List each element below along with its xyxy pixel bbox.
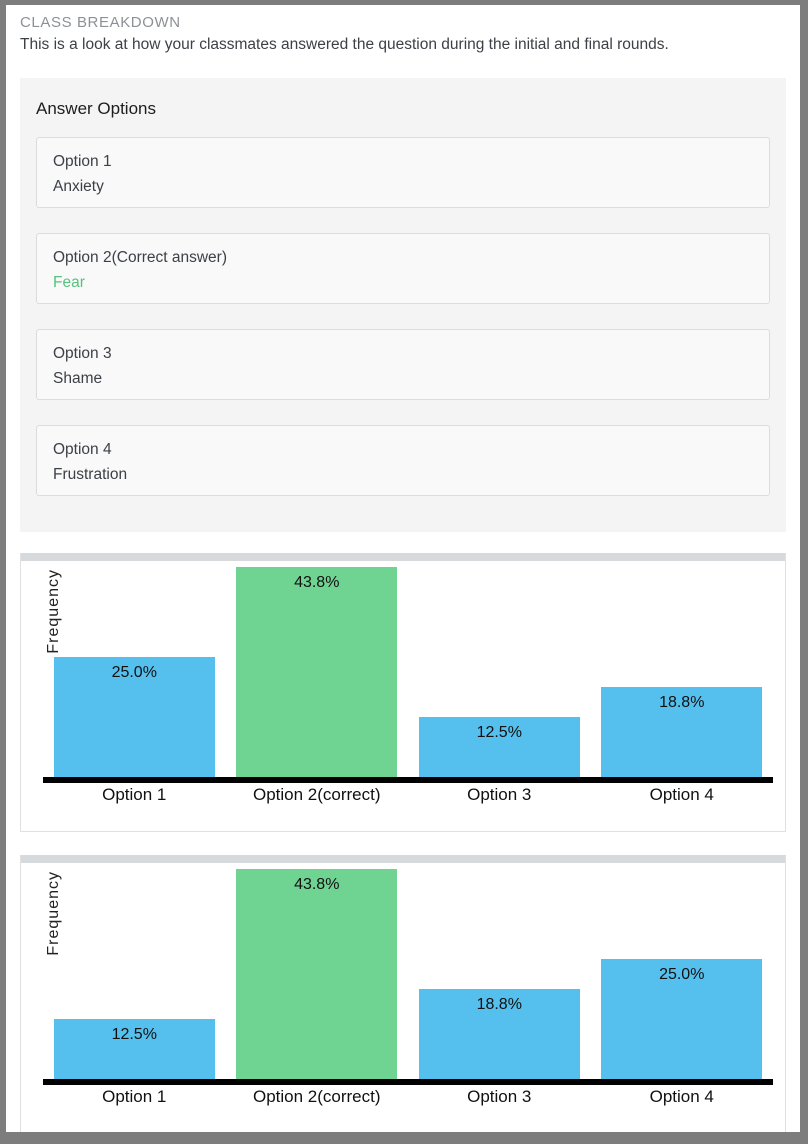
answer-options-heading: Answer Options [36,99,156,118]
x-axis-label: Option 4 [649,785,714,804]
bar-value-label: 25.0% [111,664,157,681]
option-card-3: Option 3 Shame [36,329,770,400]
bar-value-label: 43.8% [294,876,340,893]
bar-slot: 18.8% [408,863,591,1079]
bar-value-label: 12.5% [111,1026,157,1043]
header: CLASS BREAKDOWN This is a look at how yo… [6,5,800,54]
x-axis-label: Option 2(correct) [252,1087,381,1106]
plot-area: 25.0% 43.8% 12.5% 18.8% [43,561,773,777]
bar-value-label: 12.5% [476,724,522,741]
plot-area: 12.5% 43.8% 18.8% 25.0% [43,863,773,1079]
bar-option-1: 25.0% [53,657,215,777]
option-card-1: Option 1 Anxiety [36,137,770,208]
bar-value-label: 18.8% [476,996,522,1013]
bar-value-label: 18.8% [659,694,705,711]
option-value: Shame [53,370,103,387]
option-value: Anxiety [53,178,104,195]
bar-slot: 12.5% [43,863,226,1079]
x-axis-label: Option 3 [467,785,532,804]
bar-slot: 18.8% [591,561,774,777]
bar-value-label: 25.0% [659,966,705,983]
bar-option-2-correct-: 43.8% [236,567,398,777]
bar-slot: 43.8% [226,863,409,1079]
chart-top-strip [21,553,785,561]
bar-option-3: 18.8% [418,989,580,1079]
bar-slot: 25.0% [591,863,774,1079]
option-card-4: Option 4 Frustration [36,425,770,496]
answer-options-section: Answer Options Option 1 Anxiety Option 2… [20,78,786,532]
y-axis-label: Frequency [45,871,62,956]
x-axis-label: Option 2(correct) [252,785,381,804]
x-axis-label: Option 1 [102,785,167,804]
x-axis-line [43,1079,773,1085]
page-subtitle: This is a look at how your classmates an… [20,36,669,53]
x-labels: Option 1 Option 2(correct) Option 3 Option … [43,783,773,805]
option-label: Option 3 [53,345,112,362]
class-breakdown-page: CLASS BREAKDOWN This is a look at how yo… [6,5,800,1132]
bar-option-4: 25.0% [601,959,763,1079]
x-axis-label: Option 1 [102,1087,167,1106]
y-axis-label: Frequency [45,569,62,654]
bar-slot: 12.5% [408,561,591,777]
x-axis-label: Option 3 [467,1087,532,1106]
bar-slot: 43.8% [226,561,409,777]
page-title: CLASS BREAKDOWN [20,14,181,31]
bar-option-1: 12.5% [53,1019,215,1079]
option-label: Option 1 [53,153,112,170]
bar-slot: 25.0% [43,561,226,777]
x-axis-label: Option 4 [649,1087,714,1106]
chart-top-strip [21,855,785,863]
option-label: Option 2(Correct answer) [53,249,228,266]
option-value: Frustration [53,466,128,483]
option-value-correct: Fear [53,274,85,291]
option-card-2-correct: Option 2(Correct answer) Fear [36,233,770,304]
bar-value-label: 43.8% [294,574,340,591]
option-label: Option 4 [53,441,112,458]
x-axis-line [43,777,773,783]
x-labels: Option 1 Option 2(correct) Option 3 Option … [43,1085,773,1107]
bar-option-3: 12.5% [418,717,580,777]
bar-option-4: 18.8% [601,687,763,777]
bar-option-2-correct-: 43.8% [236,869,398,1079]
